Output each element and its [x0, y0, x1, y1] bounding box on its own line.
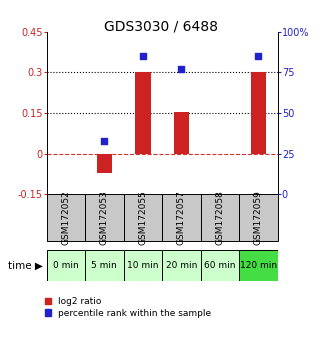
Bar — [251, 73, 266, 154]
Text: GSM172052: GSM172052 — [61, 190, 70, 245]
Legend: log2 ratio, percentile rank within the sample: log2 ratio, percentile rank within the s… — [45, 297, 211, 318]
Text: GSM172058: GSM172058 — [215, 190, 224, 245]
Point — [102, 138, 107, 143]
Bar — [239, 194, 278, 241]
Text: 60 min: 60 min — [204, 261, 236, 270]
Text: time ▶: time ▶ — [8, 261, 43, 270]
Text: 20 min: 20 min — [166, 261, 197, 270]
Point — [179, 67, 184, 72]
Bar — [85, 194, 124, 241]
Text: 5 min: 5 min — [91, 261, 117, 270]
Text: GSM172057: GSM172057 — [177, 190, 186, 245]
Point — [256, 53, 261, 59]
Bar — [174, 112, 189, 154]
Text: 0 min: 0 min — [53, 261, 79, 270]
Bar — [124, 194, 162, 241]
Text: 120 min: 120 min — [240, 261, 277, 270]
Bar — [135, 73, 151, 154]
Text: GSM172055: GSM172055 — [138, 190, 147, 245]
Bar — [47, 194, 85, 241]
Text: 10 min: 10 min — [127, 261, 159, 270]
Text: GSM172059: GSM172059 — [254, 190, 263, 245]
Bar — [97, 154, 112, 173]
Bar — [201, 194, 239, 241]
Text: GSM172053: GSM172053 — [100, 190, 109, 245]
Text: GDS3030 / 6488: GDS3030 / 6488 — [103, 19, 218, 34]
Bar — [162, 194, 201, 241]
Point — [140, 53, 145, 59]
